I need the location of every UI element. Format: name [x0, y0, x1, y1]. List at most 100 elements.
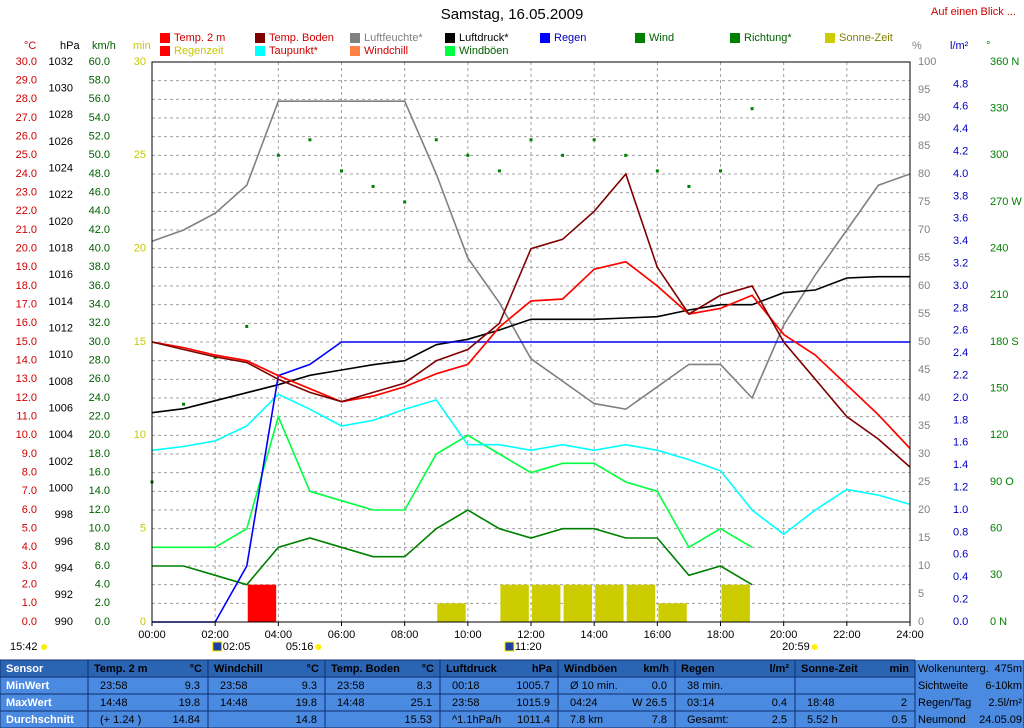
bar: [500, 584, 529, 622]
legend-label: Taupunkt*: [269, 45, 319, 57]
column-title: Temp. 2 m: [94, 663, 148, 675]
y-tick-label: 360 N: [990, 56, 1019, 68]
cell-value: 2.5: [772, 714, 787, 726]
y-tick-label: 60: [918, 280, 930, 292]
y-tick-label: 7.0: [22, 485, 37, 497]
y-tick-label: 11.0: [16, 411, 37, 423]
x-tick-label: 18:00: [707, 629, 735, 641]
legend-swatch: [445, 33, 455, 43]
column-unit: km/h: [643, 663, 669, 675]
y-tick-label: 10.0: [16, 429, 37, 441]
y-tick-label: 4.0: [953, 168, 968, 180]
y-tick-label: 20.0: [16, 243, 37, 255]
cell-text: 5.52 h: [807, 714, 838, 726]
y-tick-label: 46.0: [89, 187, 110, 199]
dot: [561, 153, 565, 157]
y-tick-label: 4.4: [953, 123, 968, 135]
y-tick-label: 0.0: [22, 616, 37, 628]
cell-text: (+ 1.24 ): [100, 714, 141, 726]
legend-swatch: [635, 33, 645, 43]
y-tick-label: 14.0: [89, 485, 110, 497]
y-tick-label: 24.0: [16, 168, 37, 180]
cell-value: 1011.4: [517, 714, 550, 726]
y-tick-label: 28.0: [16, 93, 37, 105]
y-tick-label: 1.8: [953, 414, 968, 426]
bar: [437, 603, 466, 622]
legend-label: Regenzeit: [174, 45, 224, 57]
y-tick-label: 9.0: [22, 448, 37, 460]
dot: [245, 324, 249, 328]
bar: [721, 584, 750, 622]
y-tick-label: 0.0: [953, 616, 968, 628]
y-tick-label: 1010: [49, 349, 73, 361]
dot: [466, 153, 470, 157]
line: [151, 275, 910, 414]
y-tick-label: 45: [918, 364, 930, 376]
y-tick-label: 75: [918, 196, 930, 208]
y-tick-label: 23.0: [16, 187, 37, 199]
y-tick-label: 50: [918, 336, 930, 348]
dot: [687, 184, 691, 188]
dot: [655, 169, 659, 173]
row-label: MaxWert: [6, 697, 52, 709]
y-tick-label: 1020: [49, 216, 73, 228]
y-tick-label: 15.0: [16, 336, 37, 348]
cell-value: 8.3: [417, 680, 432, 692]
y-tick-label: 30: [990, 569, 1002, 581]
cell-text: 00:18: [452, 680, 480, 692]
y-tick-label: 20: [918, 504, 930, 516]
y-tick-label: 14.0: [16, 355, 37, 367]
y-tick-label: 20.0: [89, 429, 110, 441]
legend-label: Temp. Boden: [269, 32, 334, 44]
marker-label: 05:16: [286, 641, 314, 653]
cell-text: 14:48: [100, 697, 128, 709]
y-tick-label: 4.0: [95, 579, 110, 591]
y-tick-label: 21.0: [16, 224, 37, 236]
y-tick-label: 24.0: [89, 392, 110, 404]
legend-swatch: [255, 33, 265, 43]
y-tick-label: 240: [990, 243, 1008, 255]
x-tick-label: 20:00: [770, 629, 798, 641]
y-tick-label: 1014: [49, 296, 73, 308]
dot: [750, 107, 754, 111]
axis-unit: hPa: [60, 40, 80, 52]
x-tick-label: 12:00: [517, 629, 545, 641]
cell-value: 0.5: [892, 714, 907, 726]
corner-link[interactable]: Auf einen Blick ...: [931, 6, 1016, 18]
y-tick-label: 4.8: [953, 78, 968, 90]
y-tick-label: 2.8: [953, 302, 968, 314]
info-value: 24.05.09: [979, 714, 1022, 726]
cell-text: 7.8 km: [570, 714, 603, 726]
y-tick-label: 3.6: [953, 213, 968, 225]
start-label: 15:42: [10, 641, 38, 653]
y-tick-label: 56.0: [89, 93, 110, 105]
info-label: Neumond: [918, 714, 966, 726]
cell-value: 2: [901, 697, 907, 709]
y-tick-label: 30: [918, 448, 930, 460]
y-tick-label: 0: [140, 616, 146, 628]
column-title: Windchill: [214, 663, 263, 675]
cell-text: 38 min.: [687, 680, 723, 692]
y-tick-label: 3.2: [953, 258, 968, 270]
legend-swatch: [540, 33, 550, 43]
y-tick-label: 30.0: [16, 56, 37, 68]
y-tick-label: 20: [134, 243, 146, 255]
axis-unit: min: [133, 40, 151, 52]
cell-value: 19.8: [179, 697, 200, 709]
legend-swatch: [730, 33, 740, 43]
dot: [497, 169, 501, 173]
y-tick-label: 26.0: [16, 131, 37, 143]
y-tick-label: 27.0: [16, 112, 37, 124]
y-tick-label: 1030: [49, 83, 73, 95]
dot: [308, 138, 312, 142]
legend-label: Temp. 2 m: [174, 32, 225, 44]
y-tick-label: 1008: [49, 376, 73, 388]
cell-value: 0.0: [652, 680, 667, 692]
row-label: Durchschnitt: [6, 714, 74, 726]
y-tick-label: 1026: [49, 136, 73, 148]
cell-value: 19.8: [296, 697, 317, 709]
y-tick-label: 10.0: [89, 523, 110, 535]
cell-text: 04:24: [570, 697, 598, 709]
cell-value: 1005.7: [516, 680, 550, 692]
y-tick-label: 2.2: [953, 370, 968, 382]
